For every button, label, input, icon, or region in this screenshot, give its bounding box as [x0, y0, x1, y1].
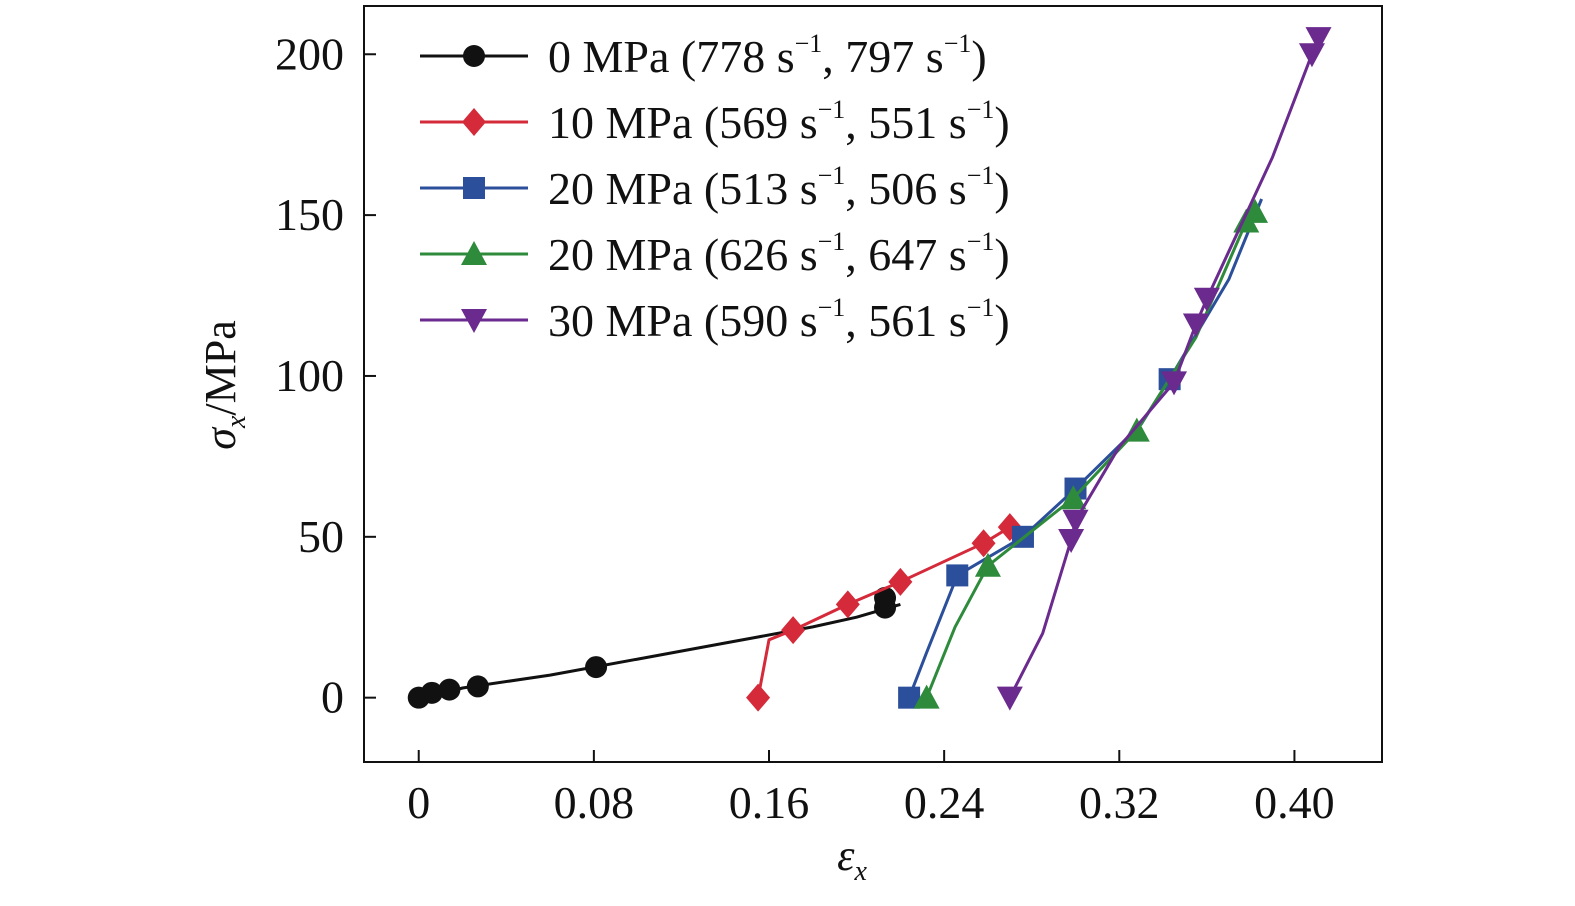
- data-point: [996, 686, 1023, 711]
- x-axis-title: εx: [837, 831, 867, 887]
- data-point: [420, 681, 443, 704]
- data-point: [1298, 43, 1325, 68]
- legend-marker: [463, 45, 485, 67]
- x-tick-label: 0.32: [1079, 777, 1160, 828]
- data-point: [781, 616, 806, 645]
- y-tick-label: 50: [298, 511, 344, 562]
- y-axis-symbol: σ: [196, 426, 245, 450]
- series-line: [1008, 37, 1320, 699]
- x-tick-label: 0.08: [554, 777, 635, 828]
- data-point: [946, 564, 969, 587]
- y-axis-subscript: x: [221, 415, 252, 429]
- data-point: [1193, 287, 1220, 312]
- series-3: [913, 198, 1269, 709]
- data-point: [438, 678, 461, 701]
- data-point: [898, 686, 921, 709]
- legend-item-2: 20 MPa (513 s−1, 506 s−1): [420, 161, 1010, 214]
- legend-label: 10 MPa (569 s−1, 551 s−1): [548, 95, 1010, 148]
- data-point: [913, 684, 940, 709]
- y-tick-label: 100: [275, 350, 344, 401]
- data-point: [1305, 27, 1332, 52]
- plot-frame: [363, 5, 1383, 763]
- data-point: [974, 552, 1001, 577]
- data-point: [1161, 371, 1188, 396]
- x-axis-symbol: ε: [837, 831, 855, 880]
- legend-label: 20 MPa (513 s−1, 506 s−1): [548, 161, 1010, 214]
- tick-layer: 0 0.08 0.16 0.24 0.32 0.40 0 50 100 150 200: [275, 28, 1335, 828]
- legend-item-1: 10 MPa (569 s−1, 551 s−1): [420, 95, 1010, 148]
- legend-marker: [461, 309, 487, 333]
- data-point: [874, 586, 897, 609]
- y-tick-label: 0: [321, 672, 344, 723]
- legend-label: 30 MPa (590 s−1, 561 s−1): [548, 293, 1010, 346]
- series-1: [746, 513, 1022, 712]
- y-axis-unit: /MPa: [196, 320, 245, 415]
- y-axis-title: σx/MPa: [196, 320, 252, 450]
- data-point: [888, 567, 913, 596]
- y-tick-label: 200: [275, 28, 344, 79]
- series-0: [407, 586, 901, 709]
- legend-label: 20 MPa (626 s−1, 647 s−1): [548, 227, 1010, 280]
- x-tick-label: 0.24: [904, 777, 985, 828]
- legend-item-4: 30 MPa (590 s−1, 561 s−1): [420, 293, 1010, 346]
- y-tick-label: 150: [275, 189, 344, 240]
- x-tick-label: 0.40: [1254, 777, 1335, 828]
- data-point: [585, 656, 608, 679]
- x-tick-label: 0.16: [729, 777, 810, 828]
- legend-item-3: 20 MPa (626 s−1, 647 s−1): [420, 227, 1010, 280]
- legend: 0 MPa (778 s−1, 797 s−1) 10 MPa (569 s−1,…: [420, 29, 1010, 346]
- data-point: [835, 590, 860, 619]
- series-line: [925, 210, 1257, 699]
- series-line: [418, 602, 901, 703]
- x-axis-subscript: x: [853, 856, 867, 887]
- data-point: [971, 529, 996, 558]
- data-point: [1242, 198, 1269, 223]
- series-4: [996, 27, 1332, 711]
- legend-label: 0 MPa (778 s−1, 797 s−1): [548, 29, 987, 82]
- legend-marker: [463, 177, 485, 199]
- legend-marker: [462, 108, 486, 136]
- data-point: [1182, 313, 1209, 338]
- data-point: [1058, 529, 1085, 554]
- data-point: [1060, 485, 1087, 510]
- data-point: [1062, 509, 1089, 534]
- legend-marker: [461, 241, 487, 265]
- legend-item-0: 0 MPa (778 s−1, 797 s−1): [420, 29, 987, 82]
- series-layer: [407, 27, 1332, 712]
- data-point: [746, 683, 771, 712]
- x-tick-label: 0: [407, 777, 430, 828]
- data-point: [466, 675, 489, 698]
